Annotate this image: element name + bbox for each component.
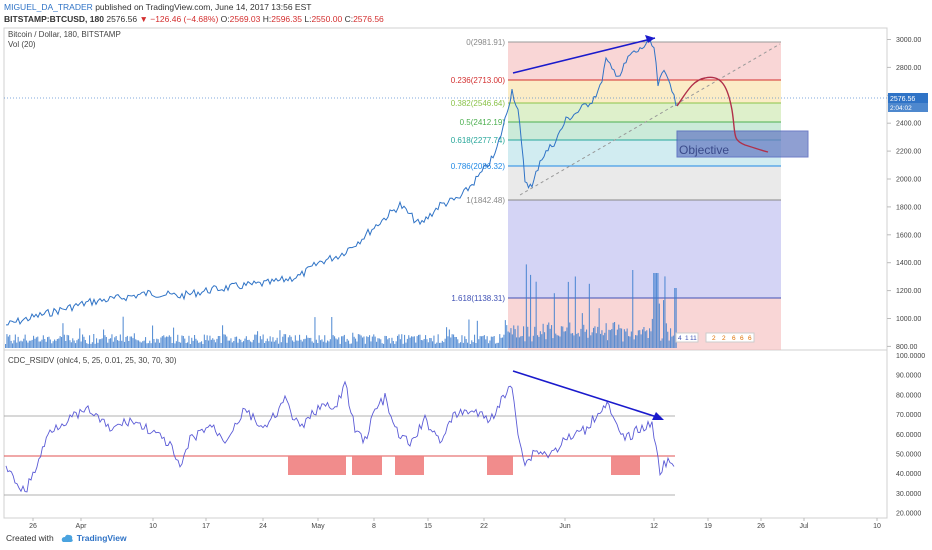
fib-label-05: 0.5(2412.19) xyxy=(460,118,506,127)
price-tick: 1200.00 xyxy=(896,288,921,295)
time-tick: Jul xyxy=(800,523,809,530)
event-marker-d[interactable]: 2 xyxy=(712,335,716,342)
time-tick: 10 xyxy=(149,523,157,530)
time-tick: 8 xyxy=(372,523,376,530)
low-label: L: xyxy=(304,14,312,24)
time-tick: 26 xyxy=(757,523,765,530)
chart-header: MIGUEL_DA_TRADER published on TradingVie… xyxy=(4,1,384,25)
price-tick: 3000.00 xyxy=(896,37,921,44)
author-link[interactable]: MIGUEL_DA_TRADER xyxy=(4,2,93,12)
price-trend-arrow[interactable] xyxy=(512,37,656,74)
rsi-tick: 20.0000 xyxy=(896,511,921,518)
price-tick: 1600.00 xyxy=(896,232,921,239)
time-tick: 19 xyxy=(704,523,712,530)
high-value: 2596.35 xyxy=(271,14,302,24)
time-axis[interactable]: 26 Apr 10 17 24 May 8 15 22 Jun 12 19 26 Jul 10 xyxy=(29,518,881,530)
price-tick: 2000.00 xyxy=(896,177,921,184)
tradingview-logo[interactable]: TradingView xyxy=(60,533,127,543)
event-marker-f[interactable]: 6 xyxy=(732,335,736,342)
symbol-label[interactable]: BITSTAMP:BTCUSD, 180 xyxy=(4,14,104,24)
rsi-tick: 40.0000 xyxy=(896,471,921,478)
projection-curve[interactable] xyxy=(676,76,769,153)
event-marker-b[interactable]: 1 xyxy=(685,335,689,342)
support-trendline[interactable] xyxy=(519,43,781,196)
footer: Created with TradingView xyxy=(6,533,127,543)
published-text: published on TradingView.com, June 14, 2… xyxy=(95,2,312,12)
event-marker-c[interactable]: 11 xyxy=(690,335,697,342)
event-marker-a[interactable]: 4 xyxy=(678,335,682,342)
volume-legend[interactable]: Vol (20) xyxy=(8,40,36,49)
event-marker-e[interactable]: 2 xyxy=(722,335,726,342)
open-label: O: xyxy=(220,14,230,24)
price-tick: 1000.00 xyxy=(896,316,921,323)
price-tick: 2400.00 xyxy=(896,121,921,128)
time-tick: 12 xyxy=(650,523,658,530)
last-price-badge xyxy=(888,93,928,103)
fib-label-1: 1(1842.48) xyxy=(466,196,505,205)
time-tick: 26 xyxy=(29,523,37,530)
fib-label-0618: 0.618(2277.74) xyxy=(451,136,506,145)
close-value: 2576.56 xyxy=(353,14,384,24)
low-value: 2550.00 xyxy=(311,14,343,24)
price-axis[interactable]: 3000.002800.002600.002400.002200.002000.… xyxy=(887,37,921,351)
price-tick: 1800.00 xyxy=(896,204,921,211)
volume-bars xyxy=(5,264,677,348)
high-label: H: xyxy=(262,14,272,24)
created-with-text: Created with xyxy=(6,533,54,543)
time-tick: 17 xyxy=(202,523,210,530)
countdown-label: 2:04:02 xyxy=(890,105,912,112)
fib-label-0: 0(2981.91) xyxy=(466,38,505,47)
fib-label-0382: 0.382(2546.64) xyxy=(451,99,506,108)
objective-label: Objective xyxy=(679,143,729,157)
fib-retracement[interactable] xyxy=(508,41,781,350)
fib-label-1618: 1.618(1138.31) xyxy=(451,294,505,303)
time-tick: May xyxy=(311,523,325,530)
price-tick: 2800.00 xyxy=(896,65,921,72)
last-price-axis-label: 2576.56 xyxy=(890,96,915,103)
time-tick: 10 xyxy=(873,523,881,530)
time-tick: 15 xyxy=(424,523,432,530)
time-tick: Jun xyxy=(559,523,570,530)
time-tick: 22 xyxy=(480,523,488,530)
time-tick: Apr xyxy=(76,523,88,530)
rsi-series xyxy=(5,380,675,493)
last-price: 2576.56 xyxy=(106,14,138,24)
price-tick: 2200.00 xyxy=(896,149,921,156)
rsi-oversold-zones xyxy=(288,456,640,475)
price-tick: 1400.00 xyxy=(896,260,921,267)
price-tick: 800.00 xyxy=(896,344,918,351)
price-change: ▼ −126.46 (−4.68%) xyxy=(139,14,219,24)
cloud-icon xyxy=(61,534,73,542)
price-series xyxy=(6,37,677,326)
close-label: C: xyxy=(344,14,354,24)
event-marker-h[interactable]: 6 xyxy=(748,335,752,342)
rsi-tick: 60.0000 xyxy=(896,432,921,439)
tradingview-brand: TradingView xyxy=(76,533,127,543)
rsi-tick: 100.0000 xyxy=(896,353,925,360)
pair-legend[interactable]: Bitcoin / Dollar, 180, BITSTAMP xyxy=(8,30,121,39)
fib-label-0236: 0.236(2713.00) xyxy=(451,76,506,85)
price-legend: Bitcoin / Dollar, 180, BITSTAMP Vol (20) xyxy=(8,30,121,50)
open-value: 2569.03 xyxy=(229,14,261,24)
rsi-tick: 70.0000 xyxy=(896,412,921,419)
rsi-tick: 80.0000 xyxy=(896,392,921,399)
event-marker-g[interactable]: 6 xyxy=(740,335,744,342)
indicator-legend[interactable]: CDC_RSIDV (ohlc4, 5, 25, 0.01, 25, 30, 7… xyxy=(8,356,177,365)
rsi-divergence-arrow[interactable] xyxy=(512,370,661,419)
rsi-tick: 30.0000 xyxy=(896,491,921,498)
rsi-tick: 50.0000 xyxy=(896,452,921,459)
time-tick: 24 xyxy=(259,523,267,530)
rsi-axis[interactable]: 100.0000 90.0000 80.0000 70.0000 60.0000 50.0… xyxy=(896,353,925,518)
fib-label-0786: 0.786(2086.32) xyxy=(451,162,506,171)
rsi-tick: 90.0000 xyxy=(896,373,921,380)
